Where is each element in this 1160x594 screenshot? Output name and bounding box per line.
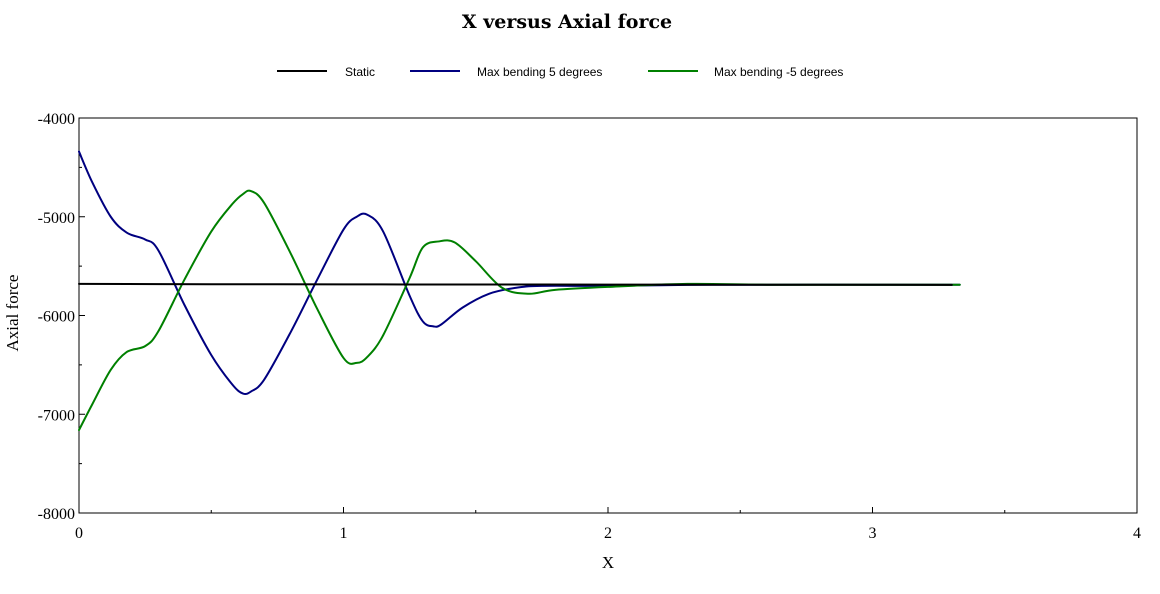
- x-tick-label: 0: [75, 525, 83, 542]
- y-axis-label: Axial force: [3, 275, 22, 352]
- y-tick-label: -7000: [38, 407, 75, 424]
- legend: Static Max bending 5 degrees Max bending -…: [277, 65, 843, 79]
- x-tick-label: 4: [1133, 525, 1141, 542]
- chart-title: X versus Axial force: [462, 11, 672, 33]
- legend-label-1: Max bending 5 degrees: [477, 65, 602, 79]
- plot-frame: [78, 117, 1138, 514]
- x-axis-label: X: [602, 553, 614, 572]
- series-line-2: [78, 189, 961, 432]
- series-line-0: [78, 282, 953, 286]
- y-tick-label: -8000: [38, 506, 75, 523]
- axis-ticks: 0 1 2 3 4 -4000 -5000 -6000 -7000 -8000: [38, 111, 1141, 542]
- y-tick-label: -5000: [38, 210, 75, 227]
- x-tick-label: 2: [604, 525, 612, 542]
- legend-label-0: Static: [345, 65, 375, 79]
- series-lines: [78, 150, 961, 432]
- x-tick-label: 3: [869, 525, 877, 542]
- y-tick-label: -4000: [38, 111, 75, 128]
- legend-label-2: Max bending -5 degrees: [714, 65, 843, 79]
- series-line-1: [78, 150, 961, 396]
- x-tick-label: 1: [340, 525, 348, 542]
- y-tick-label: -6000: [38, 309, 75, 326]
